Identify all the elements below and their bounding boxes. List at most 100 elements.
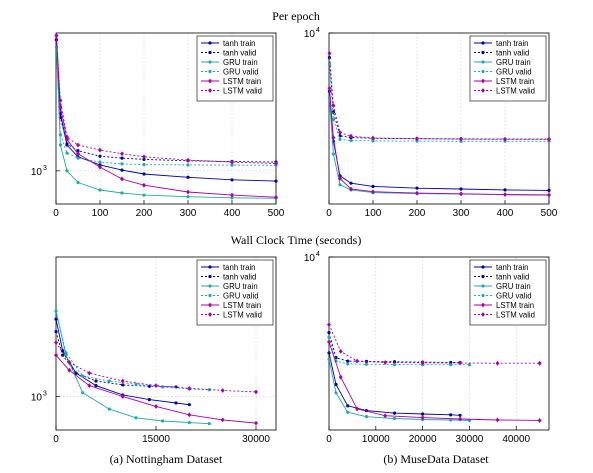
data-point [547,137,551,142]
data-point [338,374,343,380]
data-point [98,160,102,164]
data-point [420,360,425,366]
legend-label: LSTM valid [223,87,262,96]
data-point [58,97,63,103]
data-point [230,159,234,165]
y-tick-exponent: 3 [43,165,47,172]
legend-label: LSTM train [496,301,534,310]
x-tick-label: 200 [409,208,426,219]
data-point [76,156,80,160]
data-point [186,157,190,163]
x-tick-label: 10000 [362,434,390,445]
legend-label: LSTM train [223,77,261,86]
data-point [327,335,331,339]
data-point [415,139,419,143]
data-point [346,404,350,408]
legend-marker [481,265,485,269]
x-tick-label: 300 [453,208,470,219]
x-tick-label: 500 [541,208,558,219]
data-point [142,182,146,188]
data-point [64,351,68,355]
data-point [383,360,388,365]
legend-label: tanh train [223,39,256,48]
data-point [230,192,234,198]
data-point [420,415,425,420]
data-point [76,142,80,148]
data-point [415,136,419,142]
series-line-tanh-valid [55,331,177,388]
data-point [174,401,178,405]
data-point [392,362,397,367]
data-point [94,379,98,383]
data-point [349,186,353,192]
legend-marker [208,50,212,55]
data-point [54,340,58,345]
data-point [503,136,507,142]
data-point [61,353,65,357]
y-tick-label: 10 [31,167,43,178]
data-point [392,416,397,421]
data-point [147,384,151,388]
x-tick-label: 100 [92,208,109,219]
legend-marker [208,274,212,279]
x-tick-label: 100 [365,208,382,219]
legend-label: GRU valid [223,292,259,301]
legend-marker [208,78,212,84]
series-line-gru-valid [55,46,277,166]
x-tick-label: 200 [136,208,153,219]
data-point [459,187,463,191]
legend-marker [208,302,212,308]
caption-musedata: (b) MuseData Dataset [383,452,489,466]
legend-marker [481,274,485,279]
y-tick-label: 10 [31,392,43,403]
data-point [459,136,463,142]
data-point [98,154,102,158]
data-point [76,151,80,157]
data-point [107,379,111,383]
data-point [98,188,102,192]
legend-marker [208,69,212,74]
data-point [364,362,369,366]
data-point [220,388,225,393]
data-point [120,156,124,160]
data-point [547,188,551,192]
data-point [327,351,331,355]
data-point [74,371,78,375]
legend-marker [208,293,212,298]
legend-marker [208,265,212,269]
data-point [54,317,58,321]
x-tick-label: 400 [497,208,514,219]
x-tick-label: 0 [53,208,59,219]
data-point [327,85,332,91]
data-point [274,161,278,166]
data-point [274,194,278,200]
data-point [186,175,190,179]
data-point [187,412,192,418]
data-point [142,172,146,176]
legend-marker [481,284,485,288]
y-tick-label: 10 [304,253,316,264]
x-tick-label: 400 [224,208,241,219]
data-point [107,407,111,411]
data-point [81,391,85,395]
data-point [161,419,165,423]
data-point [371,189,375,195]
x-tick-label: 0 [326,434,332,445]
data-point [65,134,69,140]
legend-marker [481,60,485,64]
data-point [338,137,342,142]
data-point [134,416,138,420]
data-point [142,193,146,197]
data-point [120,378,125,384]
series-line-tanh-train [328,352,461,416]
data-point [87,383,92,388]
data-point [349,133,353,139]
data-point [327,322,331,328]
legend-marker [481,293,485,298]
data-point [87,370,92,376]
data-point [459,191,463,197]
data-point [371,184,375,189]
